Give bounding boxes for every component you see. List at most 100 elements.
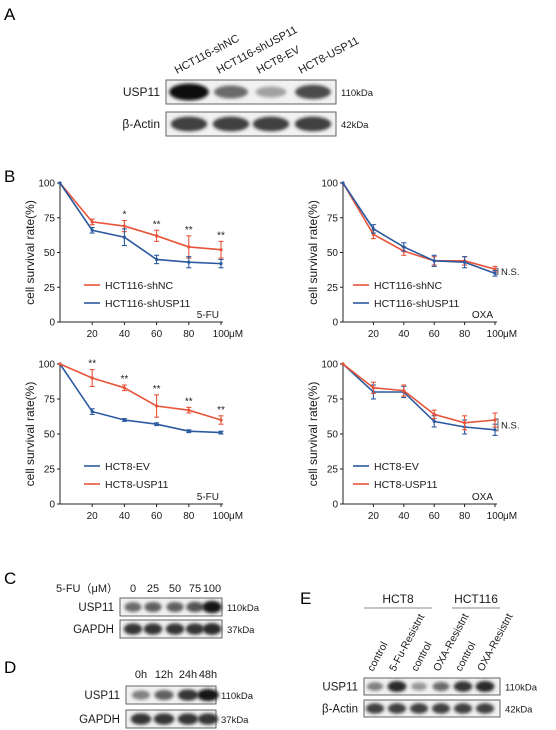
blot-a: HCT116-shNCHCT116-shUSP11HCT8-EVHCT8-USP… bbox=[122, 24, 374, 137]
y-axis-label: cell survival rate(%) bbox=[306, 200, 320, 305]
y-tick-label: 100 bbox=[38, 179, 55, 190]
data-point bbox=[432, 419, 436, 423]
protein-band bbox=[124, 602, 142, 612]
protein-band bbox=[387, 703, 407, 714]
x-tick-label: 60 bbox=[151, 511, 163, 522]
protein-band bbox=[432, 681, 450, 692]
kda-label: 110kDa bbox=[227, 603, 260, 614]
data-point bbox=[432, 259, 436, 263]
kda-label: 110kDa bbox=[341, 88, 374, 99]
lane-label: 75 bbox=[189, 583, 201, 595]
series-line bbox=[59, 182, 222, 251]
protein-band bbox=[123, 623, 143, 635]
x-tick-label: 80 bbox=[183, 329, 195, 340]
data-point bbox=[493, 267, 497, 271]
kda-label: 42kDa bbox=[505, 705, 533, 716]
drug-label: OXA bbox=[472, 310, 493, 321]
ns-label: N.S. bbox=[501, 267, 519, 278]
kda-label: 37kDa bbox=[227, 625, 255, 636]
data-point bbox=[122, 235, 126, 239]
protein-label: β-Actin bbox=[322, 704, 358, 716]
protein-band bbox=[130, 713, 152, 725]
y-tick-label: 100 bbox=[38, 360, 55, 371]
protein-band bbox=[387, 680, 407, 693]
kda-label: 42kDa bbox=[341, 120, 369, 131]
y-tick-label: 0 bbox=[49, 500, 55, 511]
drug-label: 5-FU bbox=[197, 492, 219, 503]
x-tick-label: 40 bbox=[119, 329, 131, 340]
data-point bbox=[122, 418, 126, 422]
protein-band bbox=[453, 681, 473, 692]
x-unit-label: μM bbox=[503, 511, 517, 522]
x-tick-label: 20 bbox=[87, 329, 99, 340]
protein-label: β-Actin bbox=[122, 117, 160, 131]
protein-band bbox=[202, 623, 222, 635]
legend-label: HCT116-shUSP11 bbox=[105, 298, 191, 310]
x-tick-label: 60 bbox=[429, 511, 441, 522]
data-point bbox=[371, 386, 375, 390]
significance-mark: ** bbox=[88, 359, 96, 370]
y-tick-label: 50 bbox=[327, 430, 339, 441]
data-point bbox=[493, 428, 497, 432]
legend-label: HCT8-USP11 bbox=[105, 479, 169, 491]
y-tick-label: 0 bbox=[49, 318, 55, 329]
protein-band bbox=[431, 703, 451, 714]
significance-mark: ** bbox=[153, 384, 161, 395]
y-axis-label: cell survival rate(%) bbox=[23, 382, 37, 487]
data-point bbox=[463, 260, 467, 264]
x-tick-label: 20 bbox=[87, 511, 99, 522]
series-line bbox=[342, 363, 496, 424]
protein-band bbox=[153, 713, 175, 725]
group-label: HCT116 bbox=[454, 592, 498, 606]
protein-label: USP11 bbox=[322, 682, 358, 694]
legend-label: HCT8-EV bbox=[374, 461, 419, 473]
protein-band bbox=[252, 116, 290, 132]
x-tick-label: 20 bbox=[368, 329, 380, 340]
data-point bbox=[58, 181, 62, 185]
ns-bracket bbox=[496, 267, 499, 275]
panel-label-c: C bbox=[4, 569, 16, 588]
protein-band bbox=[202, 600, 222, 614]
x-tick-label: 100 bbox=[487, 511, 504, 522]
significance-mark: ** bbox=[153, 219, 161, 230]
x-tick-label: 20 bbox=[368, 511, 380, 522]
x-unit-label: μM bbox=[229, 511, 243, 522]
data-point bbox=[402, 245, 406, 249]
series-line bbox=[342, 363, 496, 431]
lane-label: 0h bbox=[135, 669, 147, 681]
data-point bbox=[371, 227, 375, 231]
data-point bbox=[187, 408, 191, 412]
x-tick-label: 60 bbox=[151, 329, 163, 340]
protein-band bbox=[185, 623, 205, 635]
protein-band bbox=[294, 116, 332, 132]
protein-band bbox=[411, 682, 427, 691]
panel-label-e: E bbox=[300, 589, 311, 608]
protein-band bbox=[453, 703, 473, 714]
x-tick-label: 40 bbox=[119, 511, 131, 522]
protein-label: GAPDH bbox=[73, 624, 114, 636]
data-point bbox=[155, 404, 159, 408]
y-tick-label: 25 bbox=[327, 283, 339, 294]
data-point bbox=[219, 431, 223, 435]
protein-band bbox=[212, 116, 250, 132]
x-unit-label: μM bbox=[503, 329, 517, 340]
x-tick-label: 100 bbox=[213, 511, 230, 522]
y-tick-label: 50 bbox=[44, 248, 56, 259]
protein-band bbox=[165, 623, 185, 635]
protein-label: USP11 bbox=[123, 85, 160, 99]
legend-label: HCT116-shNC bbox=[105, 280, 173, 292]
legend-label: HCT116-shUSP11 bbox=[374, 298, 460, 310]
y-axis-label: cell survival rate(%) bbox=[306, 382, 320, 487]
significance-mark: ** bbox=[217, 405, 225, 416]
x-tick-label: 80 bbox=[459, 329, 471, 340]
protein-band bbox=[143, 623, 163, 635]
data-point bbox=[493, 271, 497, 275]
y-tick-label: 0 bbox=[332, 500, 338, 511]
drug-label: 5-FU bbox=[197, 310, 219, 321]
protein-band bbox=[214, 85, 248, 99]
protein-band bbox=[177, 713, 199, 725]
